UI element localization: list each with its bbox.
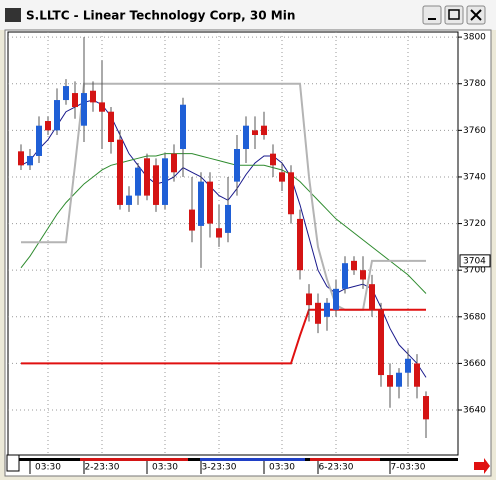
y-tick-label: 3800 <box>463 33 486 43</box>
candle-body <box>387 375 393 387</box>
candle-body <box>261 125 267 136</box>
candle-body <box>351 260 357 271</box>
candle-body <box>198 181 204 226</box>
session-strip <box>310 458 380 461</box>
x-tick-label: 03:30 <box>269 463 295 473</box>
candle-body <box>45 121 51 131</box>
candle-body <box>279 172 285 182</box>
candle-body <box>369 284 375 310</box>
candle-body <box>360 270 366 280</box>
candle-body <box>423 396 429 420</box>
candle-body <box>126 195 132 205</box>
candle-body <box>234 148 240 182</box>
candle-body <box>81 93 87 126</box>
y-tick-label: 3640 <box>463 406 486 416</box>
window-title: S.LLTC - Linear Technology Corp, 30 Min <box>26 9 295 23</box>
x-tick-label: 3-23:30 <box>202 463 237 473</box>
scroll-box[interactable] <box>6 454 20 472</box>
candle-body <box>135 167 141 196</box>
candle-body <box>324 302 330 317</box>
candle-body <box>225 204 231 233</box>
x-tick-label: 2-23:30 <box>85 463 120 473</box>
candle-body <box>189 209 195 231</box>
close-icon <box>470 9 482 21</box>
y-tick-label: 3740 <box>463 172 486 182</box>
candle-body <box>18 151 24 166</box>
indicator-line <box>20 153 427 294</box>
candle-body <box>216 228 222 238</box>
y-tick-label: 3660 <box>463 359 486 369</box>
maximize-button[interactable] <box>444 5 464 25</box>
candle-body <box>180 104 186 149</box>
candle-body <box>36 125 42 156</box>
candle-body <box>162 158 168 205</box>
candle-body <box>54 100 60 131</box>
candle-body <box>306 293 312 306</box>
candle-body <box>171 153 177 173</box>
y-tick-label: 3720 <box>463 219 486 229</box>
session-strip <box>200 458 305 461</box>
title-bar <box>0 0 496 30</box>
indicator-line <box>21 308 426 365</box>
candle-body <box>333 288 339 310</box>
y-tick-label: 3680 <box>463 312 486 322</box>
session-strip <box>80 458 188 461</box>
candle-body <box>27 155 33 166</box>
candle-body <box>63 86 69 101</box>
candle-body <box>396 372 402 387</box>
candle-body <box>252 130 258 136</box>
last-price-label: 3704 <box>463 256 486 266</box>
candle-body <box>243 125 249 149</box>
candle-body <box>342 263 348 289</box>
candle-body <box>144 158 150 196</box>
candle-body <box>405 358 411 373</box>
candle-body <box>297 218 303 271</box>
y-tick-label: 3760 <box>463 126 486 136</box>
candle-body <box>117 139 123 205</box>
scroll-arrow[interactable] <box>474 458 490 474</box>
indicator-line <box>20 99 427 378</box>
candle-body <box>72 93 78 108</box>
candle-body <box>270 153 276 166</box>
candle-body <box>207 181 213 224</box>
y-tick-label: 3780 <box>463 79 486 89</box>
candle-body <box>153 165 159 205</box>
candle-body <box>108 111 114 143</box>
candle-body <box>90 90 96 103</box>
candle-body <box>288 172 294 215</box>
candle-body <box>378 309 384 376</box>
x-tick-label: 03:30 <box>152 463 178 473</box>
minimize-button[interactable] <box>422 5 442 25</box>
maximize-icon <box>448 9 460 20</box>
y-tick-label: 3700 <box>463 266 486 276</box>
candle-body <box>414 363 420 387</box>
x-tick-label: 03:30 <box>35 463 61 473</box>
last-price-tag <box>459 254 491 268</box>
candle-body <box>99 102 105 112</box>
candle-body <box>315 302 321 324</box>
x-tick-label: 6-23:30 <box>319 463 354 473</box>
app-icon <box>5 8 21 22</box>
x-tick-label: 7-03:30 <box>391 463 426 473</box>
